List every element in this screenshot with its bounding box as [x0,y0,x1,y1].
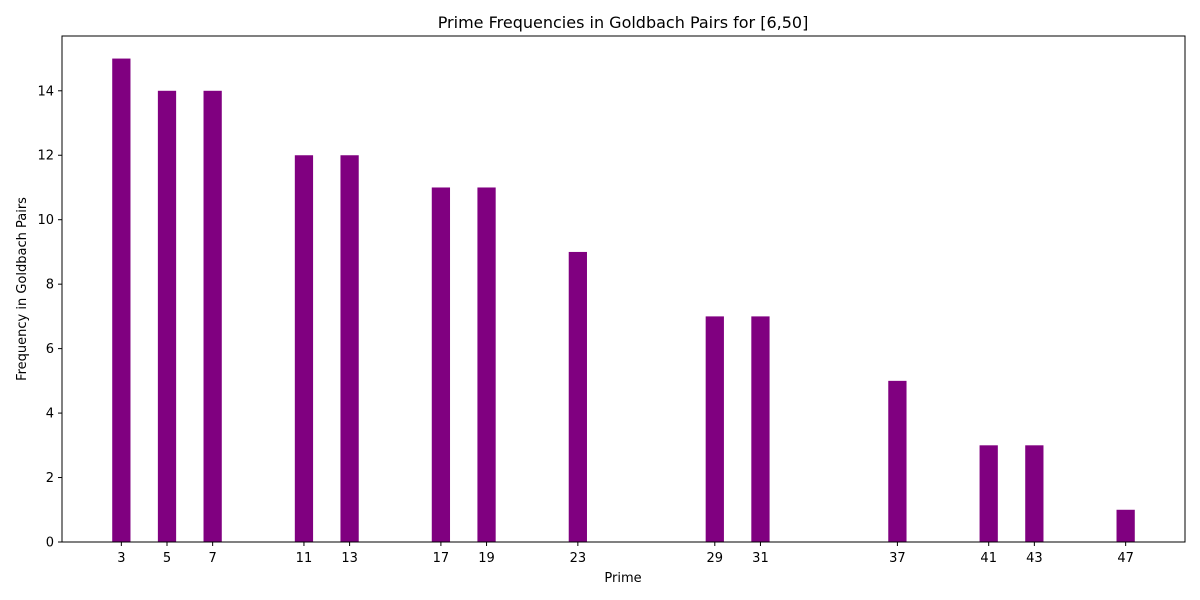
chart-title: Prime Frequencies in Goldbach Pairs for … [438,13,809,32]
y-tick-label: 8 [46,278,54,293]
x-tick-label: 7 [209,551,217,566]
bar-7 [203,90,222,542]
bar-37 [888,380,907,542]
y-axis-ticks: 0 2 4 6 8 10 12 14 [37,84,62,551]
y-tick-label: 2 [46,471,54,486]
bar-47 [1116,509,1135,542]
x-tick-label: 3 [117,551,125,566]
x-tick-label: 29 [707,551,724,566]
x-tick-label: 19 [478,551,495,566]
x-tick-label: 11 [296,551,313,566]
bar-19 [477,187,496,543]
bar-31 [751,316,770,542]
y-tick-label: 14 [37,84,54,99]
x-axis-label: Prime [604,571,641,586]
x-axis-ticks: 3 5 7 11 13 17 19 23 29 31 37 41 43 47 [117,542,1134,566]
bar-13 [340,155,359,542]
y-tick-label: 4 [46,407,54,422]
y-tick-label: 0 [46,536,54,551]
bar-23 [568,251,587,542]
bar-5 [157,90,177,542]
bars-group [112,58,1135,543]
x-tick-label: 23 [570,551,587,566]
bar-29 [705,316,724,542]
bar-17 [431,187,451,543]
x-tick-label: 37 [889,551,906,566]
y-tick-label: 6 [46,342,54,357]
x-tick-label: 41 [980,551,997,566]
bar-43 [1025,445,1044,542]
x-tick-label: 13 [341,551,358,566]
x-tick-label: 17 [433,551,450,566]
y-tick-label: 10 [37,213,54,228]
x-tick-label: 31 [752,551,769,566]
x-tick-label: 47 [1117,551,1134,566]
bar-41 [979,445,998,542]
y-tick-label: 12 [37,149,54,164]
y-axis-label: Frequency in Goldbach Pairs [15,197,30,381]
plot-frame [61,35,1186,543]
bar-3 [112,58,131,543]
bar-11 [294,155,314,542]
x-tick-label: 43 [1026,551,1043,566]
x-tick-label: 5 [163,551,171,566]
